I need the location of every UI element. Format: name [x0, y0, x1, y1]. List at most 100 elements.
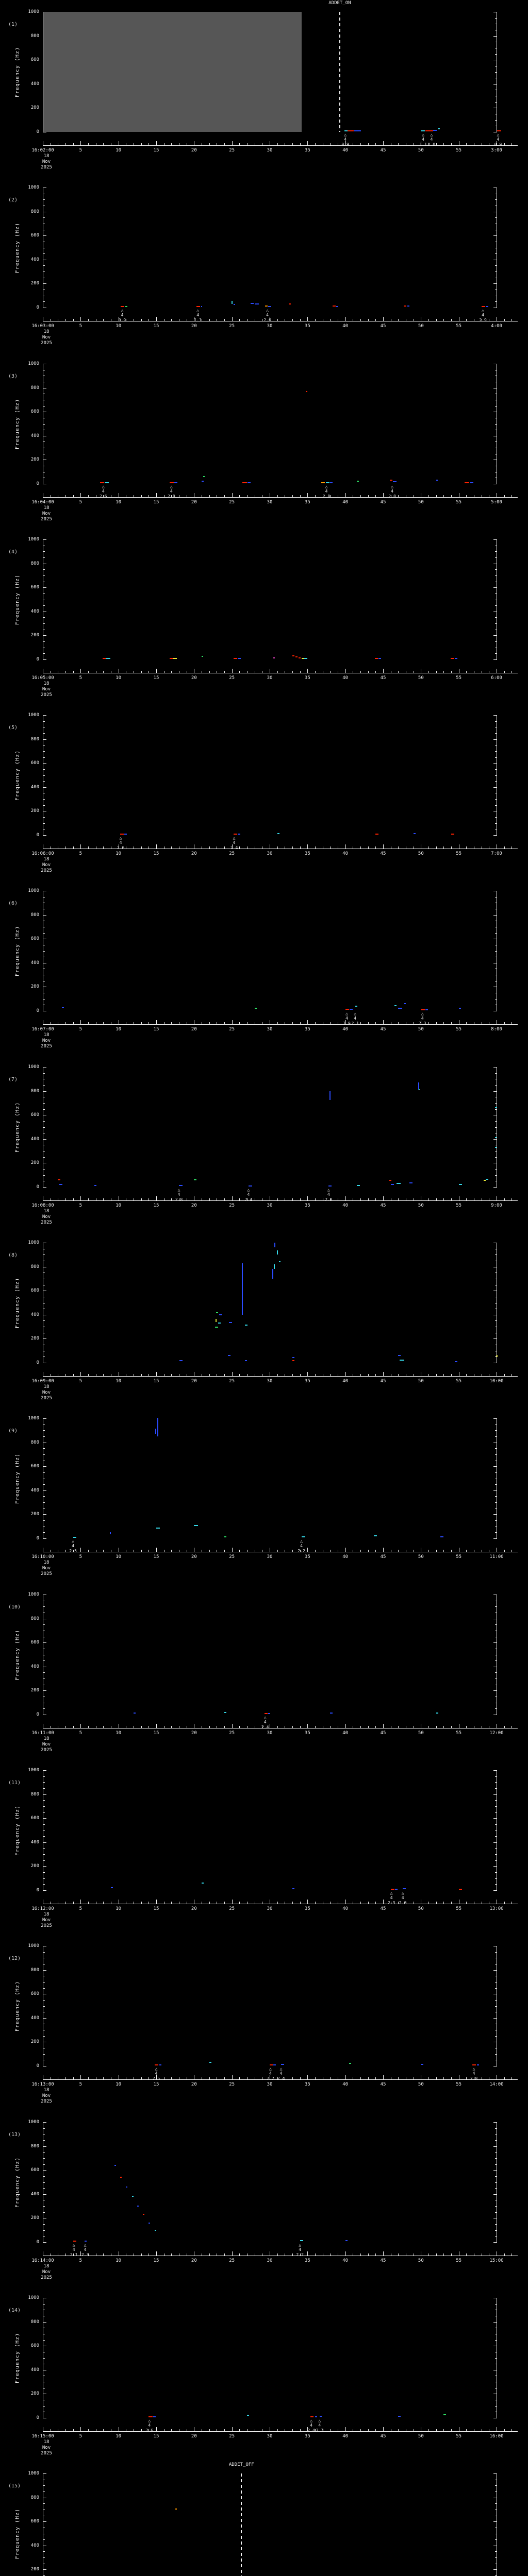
detection-triangle-icon: △	[390, 1891, 393, 1895]
y-tick-mark	[495, 605, 497, 606]
x-tick-mark	[148, 1726, 150, 1728]
x-tick-mark	[103, 2429, 104, 2431]
x-tick-mark	[65, 671, 66, 673]
y-tick-mark	[495, 1824, 497, 1825]
event-dot	[476, 2064, 480, 2065]
x-tick-mark	[292, 1374, 293, 1376]
x-tick-label: 40	[342, 1203, 349, 1208]
y-tick-mark	[495, 721, 497, 722]
x-tick-mark	[398, 2253, 399, 2256]
x-tick-label: 15	[153, 675, 159, 681]
x-tick-mark	[247, 2429, 248, 2431]
x-tick-mark	[239, 143, 240, 145]
x-tick-mark	[398, 1902, 399, 1904]
x-tick-mark	[383, 1724, 384, 1728]
x-tick-mark	[88, 1374, 89, 1376]
date-label: 18	[43, 1912, 50, 1917]
y-tick-mark	[43, 1127, 45, 1128]
y-tick-label: 400	[30, 433, 39, 438]
detection-count: 4	[300, 1544, 303, 1548]
y-tick-mark	[495, 1872, 497, 1873]
event-dot	[497, 130, 501, 132]
y-tick-mark	[495, 751, 497, 752]
x-tick-mark	[73, 1198, 74, 1200]
x-axis-line	[43, 145, 518, 146]
event-dot	[332, 306, 336, 307]
x-tick-label: 45	[380, 675, 386, 681]
x-tick-label: 55	[456, 2434, 462, 2439]
y-tick-mark	[43, 1842, 46, 1843]
x-tick-label: 35	[304, 2258, 310, 2263]
event-dot	[455, 1361, 457, 1362]
date-label: 18	[43, 1384, 50, 1389]
x-tick-mark	[148, 1902, 150, 1904]
detection-value: 2.2	[267, 2076, 274, 2081]
y-tick-mark	[43, 1708, 45, 1709]
event-dot	[159, 2064, 162, 2065]
x-tick-mark	[436, 1374, 437, 1376]
y-tick-mark	[495, 1109, 497, 1110]
y-tick-mark	[43, 757, 45, 758]
detection-triangle-icon: △	[430, 132, 433, 137]
event-dot	[350, 1008, 353, 1010]
event-dot	[395, 1888, 398, 1890]
y-tick-mark	[495, 1782, 497, 1783]
x-tick-mark	[239, 1022, 240, 1024]
x-tick-mark	[436, 1902, 437, 1904]
spectrogram-panel: (1) Frequency (Hz) 0 200 400 600 800 1000 ADDET_…	[0, 0, 528, 176]
y-tick-mark	[493, 36, 497, 37]
date-label: 18	[43, 857, 50, 862]
y-tick-label: 400	[30, 1312, 39, 1317]
x-tick-mark	[315, 319, 316, 321]
y-tick-mark	[43, 951, 45, 952]
detection-triangle-icon: △	[279, 2066, 283, 2071]
x-tick-mark	[88, 1726, 89, 1728]
x-tick-mark	[224, 1726, 225, 1728]
event-dot	[124, 833, 127, 835]
y-tick-label: 200	[30, 281, 39, 286]
event-streak	[215, 1318, 217, 1322]
x-tick-mark	[277, 671, 278, 673]
x-tick-mark	[315, 1902, 316, 1904]
y-tick-label: 400	[30, 2015, 39, 2021]
x-tick-mark	[451, 143, 452, 145]
x-tick-mark	[436, 319, 437, 321]
x-tick-mark	[277, 319, 278, 321]
detection-count: 4	[391, 489, 394, 494]
y-tick-mark	[493, 539, 497, 540]
y-tick-mark	[43, 933, 45, 934]
detection-triangle-icon: △	[119, 836, 122, 840]
x-tick-label: 55	[456, 675, 462, 681]
x-tick-mark	[156, 2075, 157, 2079]
y-tick-label: 1000	[28, 537, 39, 542]
y-tick-mark	[43, 1794, 46, 1795]
y-tick-mark	[43, 2521, 46, 2522]
y-tick-mark	[495, 1708, 497, 1709]
x-end-label: 6:00	[491, 675, 502, 681]
y-tick-mark	[495, 781, 497, 782]
x-tick-mark	[375, 1198, 376, 1200]
x-tick-label: 45	[380, 2258, 386, 2263]
x-tick-mark	[292, 2253, 293, 2256]
y-tick-label: 600	[30, 1464, 39, 1469]
y-tick-mark	[43, 751, 45, 752]
y-tick-label: 800	[30, 1439, 39, 1445]
x-tick-mark	[383, 1900, 384, 1904]
x-end-label: 13:00	[489, 1906, 504, 1911]
date-label: Nov	[42, 687, 51, 692]
x-tick-mark	[300, 2253, 301, 2256]
panel-index-label: (1)	[8, 22, 18, 27]
x-tick-label: 35	[304, 675, 310, 681]
event-dot	[251, 302, 254, 304]
x-tick-mark	[103, 1902, 104, 1904]
event-dot	[298, 657, 301, 658]
y-tick-mark	[43, 1103, 45, 1104]
date-label: Nov	[42, 1214, 51, 1219]
y-tick-mark	[43, 1538, 46, 1539]
x-tick-label: 5	[79, 1203, 82, 1208]
x-tick-mark	[330, 2253, 331, 2256]
x-tick-label: 20	[191, 500, 197, 505]
event-dot	[349, 2063, 352, 2064]
x-tick-mark	[148, 319, 150, 321]
event-dot	[202, 1883, 204, 1884]
